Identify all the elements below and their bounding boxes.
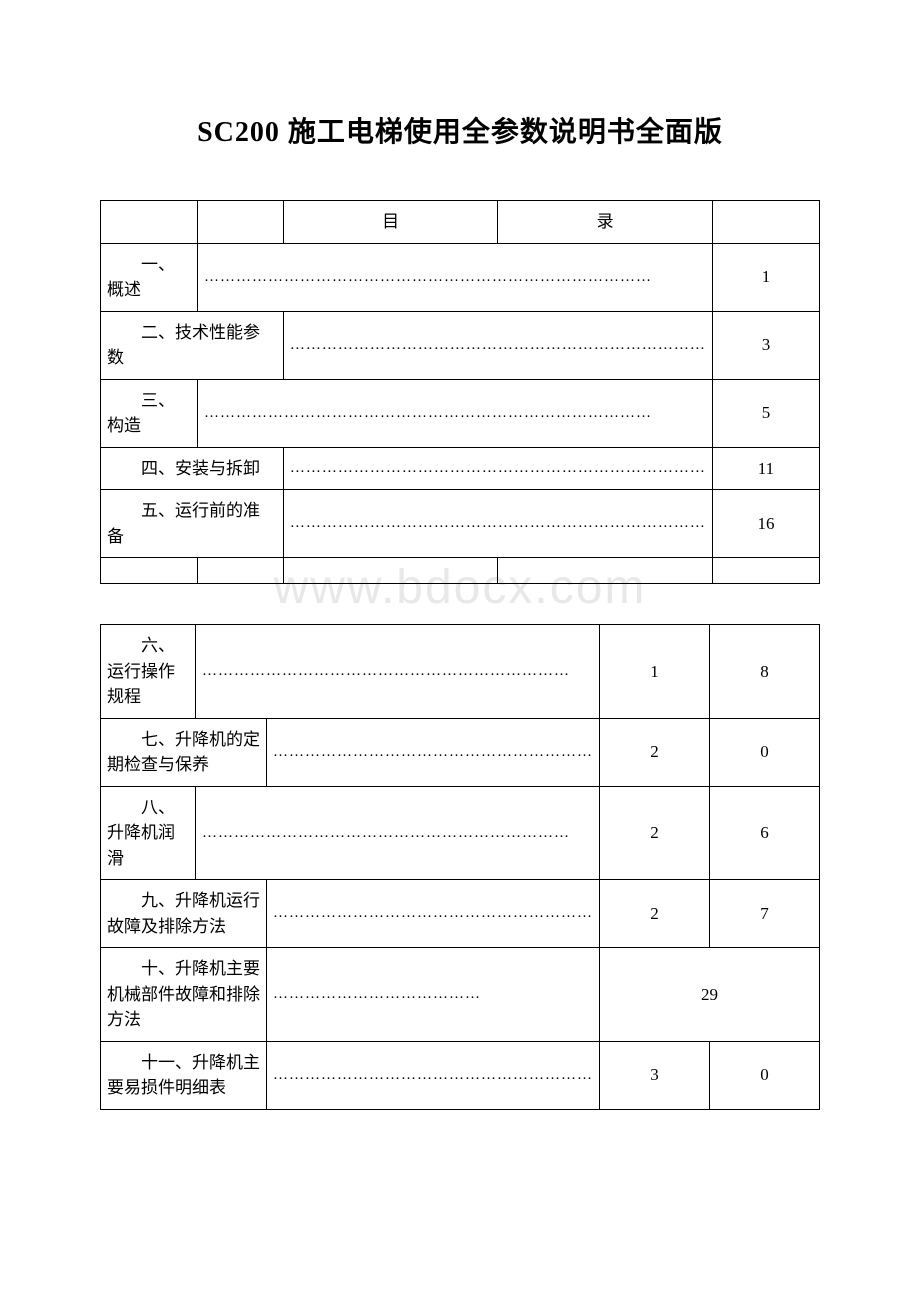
- toc-label: 三、构造: [101, 379, 198, 447]
- toc-row-3: 三、构造 ………………………………………………………………………… 5: [101, 379, 820, 447]
- toc-page-2: 6: [710, 786, 820, 880]
- toc-dots: ……………………………………………………: [267, 1041, 600, 1109]
- toc-page: 1: [712, 243, 819, 311]
- toc-page-1: 2: [600, 718, 710, 786]
- toc-page-1: 2: [600, 786, 710, 880]
- toc-label: 六、运行操作规程: [101, 625, 196, 719]
- toc-label: 十一、升降机主要易损件明细表: [101, 1041, 267, 1109]
- toc-label: 二、技术性能参数: [101, 311, 284, 379]
- toc-row-10: 十、升降机主要机械部件故障和排除方法 ………………………………… 29: [101, 948, 820, 1042]
- toc-page-2: 0: [710, 718, 820, 786]
- toc-table-1: 目 录 一、概述 ………………………………………………………………………… 1 …: [100, 200, 820, 584]
- toc-row-4: 四、安装与拆卸 …………………………………………………………………… 11: [101, 447, 820, 490]
- toc-page-1: 2: [600, 880, 710, 948]
- toc-label: 一、概述: [101, 243, 198, 311]
- toc-dots: ……………………………………………………………………: [283, 311, 712, 379]
- toc-page-2: 0: [710, 1041, 820, 1109]
- toc-dots: …………………………………………………………………………: [197, 243, 712, 311]
- header-mu: 目: [283, 201, 498, 244]
- toc-page: 5: [712, 379, 819, 447]
- toc-page: 16: [712, 490, 819, 558]
- toc-page: 11: [712, 447, 819, 490]
- empty-cell: [498, 558, 713, 584]
- document-title: SC200 施工电梯使用全参数说明书全面版: [100, 110, 820, 150]
- toc-dots: ……………………………………………………………: [196, 625, 600, 719]
- header-empty-1: [101, 201, 198, 244]
- toc-page-1: 1: [600, 625, 710, 719]
- toc-label: 五、运行前的准备: [101, 490, 284, 558]
- toc-row-8: 八、升降机润滑 …………………………………………………………… 2 6: [101, 786, 820, 880]
- empty-cell: [197, 558, 283, 584]
- empty-cell: [101, 558, 198, 584]
- toc-row-9: 九、升降机运行故障及排除方法 …………………………………………………… 2 7: [101, 880, 820, 948]
- toc-page: 3: [712, 311, 819, 379]
- toc-dots: ……………………………………………………………………: [283, 447, 712, 490]
- toc-dots: ……………………………………………………: [267, 718, 600, 786]
- toc-label: 七、升降机的定期检查与保养: [101, 718, 267, 786]
- toc-dots: ……………………………………………………………: [196, 786, 600, 880]
- toc-page-2: 7: [710, 880, 820, 948]
- toc-dots: ……………………………………………………: [267, 880, 600, 948]
- toc-page-2: 8: [710, 625, 820, 719]
- toc-page-1: 3: [600, 1041, 710, 1109]
- toc-dots: …………………………………………………………………………: [197, 379, 712, 447]
- header-empty-3: [712, 201, 819, 244]
- header-empty-2: [197, 201, 283, 244]
- empty-cell: [283, 558, 498, 584]
- header-row: 目 录: [101, 201, 820, 244]
- toc-empty-row: [101, 558, 820, 584]
- toc-page-merged: 29: [600, 948, 820, 1042]
- toc-row-11: 十一、升降机主要易损件明细表 …………………………………………………… 3 0: [101, 1041, 820, 1109]
- toc-dots: ……………………………………………………………………: [283, 490, 712, 558]
- toc-row-5: 五、运行前的准备 …………………………………………………………………… 16: [101, 490, 820, 558]
- toc-row-7: 七、升降机的定期检查与保养 …………………………………………………… 2 0: [101, 718, 820, 786]
- toc-row-2: 二、技术性能参数 …………………………………………………………………… 3: [101, 311, 820, 379]
- toc-label: 十、升降机主要机械部件故障和排除方法: [101, 948, 267, 1042]
- toc-dots: …………………………………: [267, 948, 600, 1042]
- header-lu: 录: [498, 201, 713, 244]
- toc-label: 四、安装与拆卸: [101, 447, 284, 490]
- toc-label: 九、升降机运行故障及排除方法: [101, 880, 267, 948]
- toc-table-2: 六、运行操作规程 …………………………………………………………… 1 8 七、升…: [100, 624, 820, 1110]
- empty-cell: [712, 558, 819, 584]
- toc-row-6: 六、运行操作规程 …………………………………………………………… 1 8: [101, 625, 820, 719]
- toc-row-1: 一、概述 ………………………………………………………………………… 1: [101, 243, 820, 311]
- toc-label: 八、升降机润滑: [101, 786, 196, 880]
